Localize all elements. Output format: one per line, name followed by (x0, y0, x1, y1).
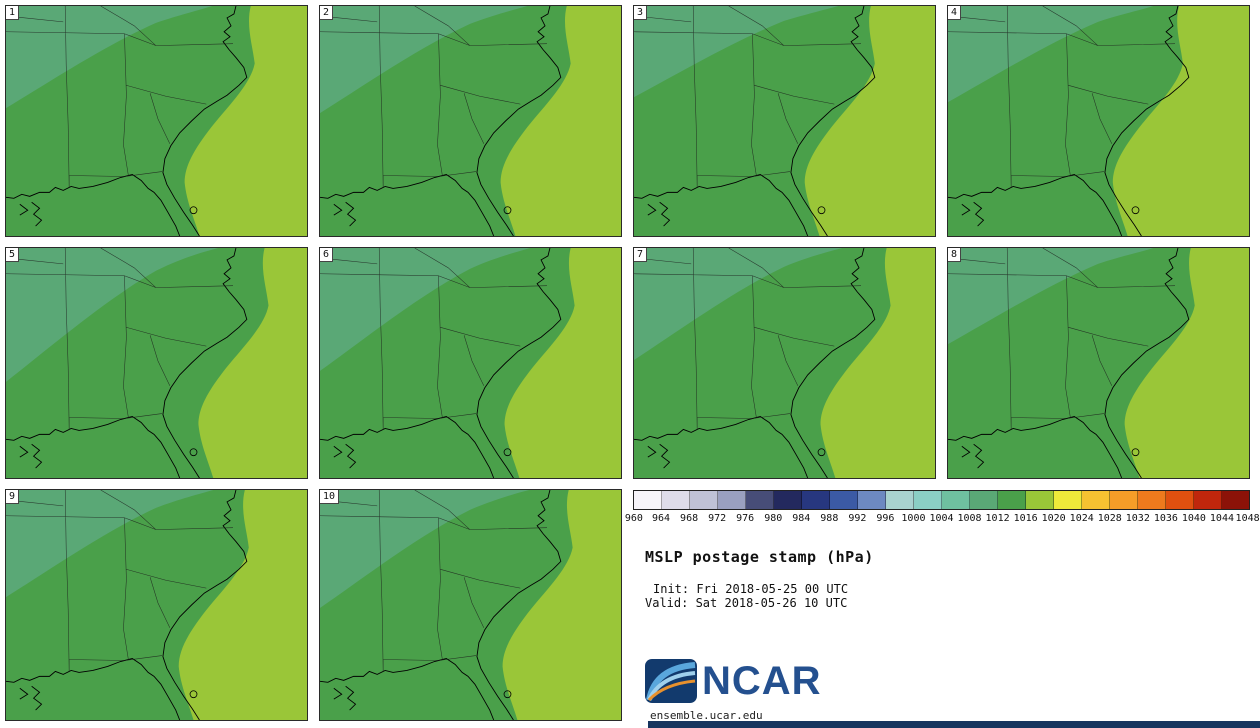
colorbar-tick: 976 (736, 513, 755, 524)
member-number-label: 10 (320, 490, 340, 504)
ensemble-member-panel-10: 10 (319, 489, 622, 721)
colorbar-cell (886, 491, 914, 509)
mslp-map (320, 490, 621, 720)
colorbar-cell (1166, 491, 1194, 509)
ensemble-member-panel-5: 5 (5, 247, 308, 479)
colorbar-tick: 1048 (1235, 513, 1260, 524)
colorbar-cell (746, 491, 774, 509)
colorbar-tick: 1044 (1209, 513, 1234, 524)
colorbar-cell (690, 491, 718, 509)
site-url: ensemble.ucar.edu (650, 709, 763, 722)
member-number-label: 1 (6, 6, 20, 20)
colorbar-cell (634, 491, 662, 509)
colorbar-tick: 1028 (1097, 513, 1122, 524)
mslp-map (6, 490, 307, 720)
mslp-map-holder (948, 6, 1249, 236)
colorbar-tick: 984 (792, 513, 811, 524)
ensemble-member-panel-7: 7 (633, 247, 936, 479)
member-number-label: 4 (948, 6, 962, 20)
member-number-label: 2 (320, 6, 334, 20)
mslp-map (6, 248, 307, 478)
member-number-label: 6 (320, 248, 334, 262)
colorbar-cell (1138, 491, 1166, 509)
mslp-map-holder (6, 490, 307, 720)
colorbar-cell (1110, 491, 1138, 509)
mslp-map-holder (634, 248, 935, 478)
colorbar-tick: 1036 (1153, 513, 1178, 524)
colorbar-tick: 964 (652, 513, 671, 524)
ensemble-member-panel-3: 3 (633, 5, 936, 237)
mslp-map-holder (948, 248, 1249, 478)
colorbar-cell (858, 491, 886, 509)
colorbar-tick: 1032 (1125, 513, 1150, 524)
ncar-logo-icon (645, 659, 697, 703)
colorbar-tick: 1000 (901, 513, 926, 524)
member-number-label: 5 (6, 248, 20, 262)
colorbar-tick: 992 (848, 513, 867, 524)
footer-bar (648, 721, 1260, 728)
colorbar-tick: 988 (820, 513, 839, 524)
mslp-map (320, 248, 621, 478)
colorbar-cell (1082, 491, 1110, 509)
mslp-map (6, 6, 307, 236)
mslp-map-holder (320, 490, 621, 720)
mslp-map (948, 248, 1249, 478)
mslp-map (634, 248, 935, 478)
colorbar-tick: 1012 (985, 513, 1010, 524)
pressure-colorbar (633, 490, 1250, 510)
colorbar-tick: 1016 (1013, 513, 1038, 524)
member-number-label: 3 (634, 6, 648, 20)
colorbar-cell (830, 491, 858, 509)
ensemble-member-panel-6: 6 (319, 247, 622, 479)
colorbar-cell (774, 491, 802, 509)
mslp-map (634, 6, 935, 236)
colorbar-cell (914, 491, 942, 509)
colorbar-cell (718, 491, 746, 509)
colorbar-tick: 1024 (1069, 513, 1094, 524)
colorbar-tick: 980 (764, 513, 783, 524)
mslp-map-holder (320, 248, 621, 478)
colorbar-tick: 1008 (957, 513, 982, 524)
ncar-logo: NCAR (645, 658, 822, 704)
colorbar-cell (970, 491, 998, 509)
ncar-logo-text: NCAR (702, 659, 822, 703)
colorbar-cell (942, 491, 970, 509)
mslp-map (320, 6, 621, 236)
mslp-map (948, 6, 1249, 236)
init-time-label: Init: Fri 2018-05-25 00 UTC (653, 582, 849, 596)
colorbar-cell (1194, 491, 1222, 509)
ensemble-member-panel-9: 9 (5, 489, 308, 721)
colorbar-cell (1054, 491, 1082, 509)
member-number-label: 9 (6, 490, 20, 504)
mslp-map-holder (320, 6, 621, 236)
colorbar-tick: 968 (680, 513, 699, 524)
colorbar-tick: 996 (876, 513, 895, 524)
ensemble-member-panel-1: 1 (5, 5, 308, 237)
mslp-map-holder (634, 6, 935, 236)
colorbar-tick: 1040 (1181, 513, 1206, 524)
colorbar-cell (1222, 491, 1249, 509)
colorbar-cell (662, 491, 690, 509)
ensemble-member-panel-2: 2 (319, 5, 622, 237)
colorbar-tick-labels: 960 964 968 972 976 980 984 988 992 996 1000 1004 10… (625, 513, 1260, 525)
colorbar-tick: 1020 (1041, 513, 1066, 524)
ensemble-member-panel-4: 4 (947, 5, 1250, 237)
ensemble-member-panel-8: 8 (947, 247, 1250, 479)
colorbar-cell (1026, 491, 1054, 509)
colorbar-cell (998, 491, 1026, 509)
member-number-label: 8 (948, 248, 962, 262)
mslp-map-holder (6, 248, 307, 478)
valid-time-label: Valid: Sat 2018-05-26 10 UTC (645, 596, 848, 610)
colorbar-cell (802, 491, 830, 509)
colorbar-tick: 1004 (929, 513, 954, 524)
figure-title: MSLP postage stamp (hPa) (645, 548, 874, 566)
mslp-map-holder (6, 6, 307, 236)
colorbar-tick: 960 (624, 513, 643, 524)
colorbar-tick: 972 (708, 513, 727, 524)
member-number-label: 7 (634, 248, 648, 262)
